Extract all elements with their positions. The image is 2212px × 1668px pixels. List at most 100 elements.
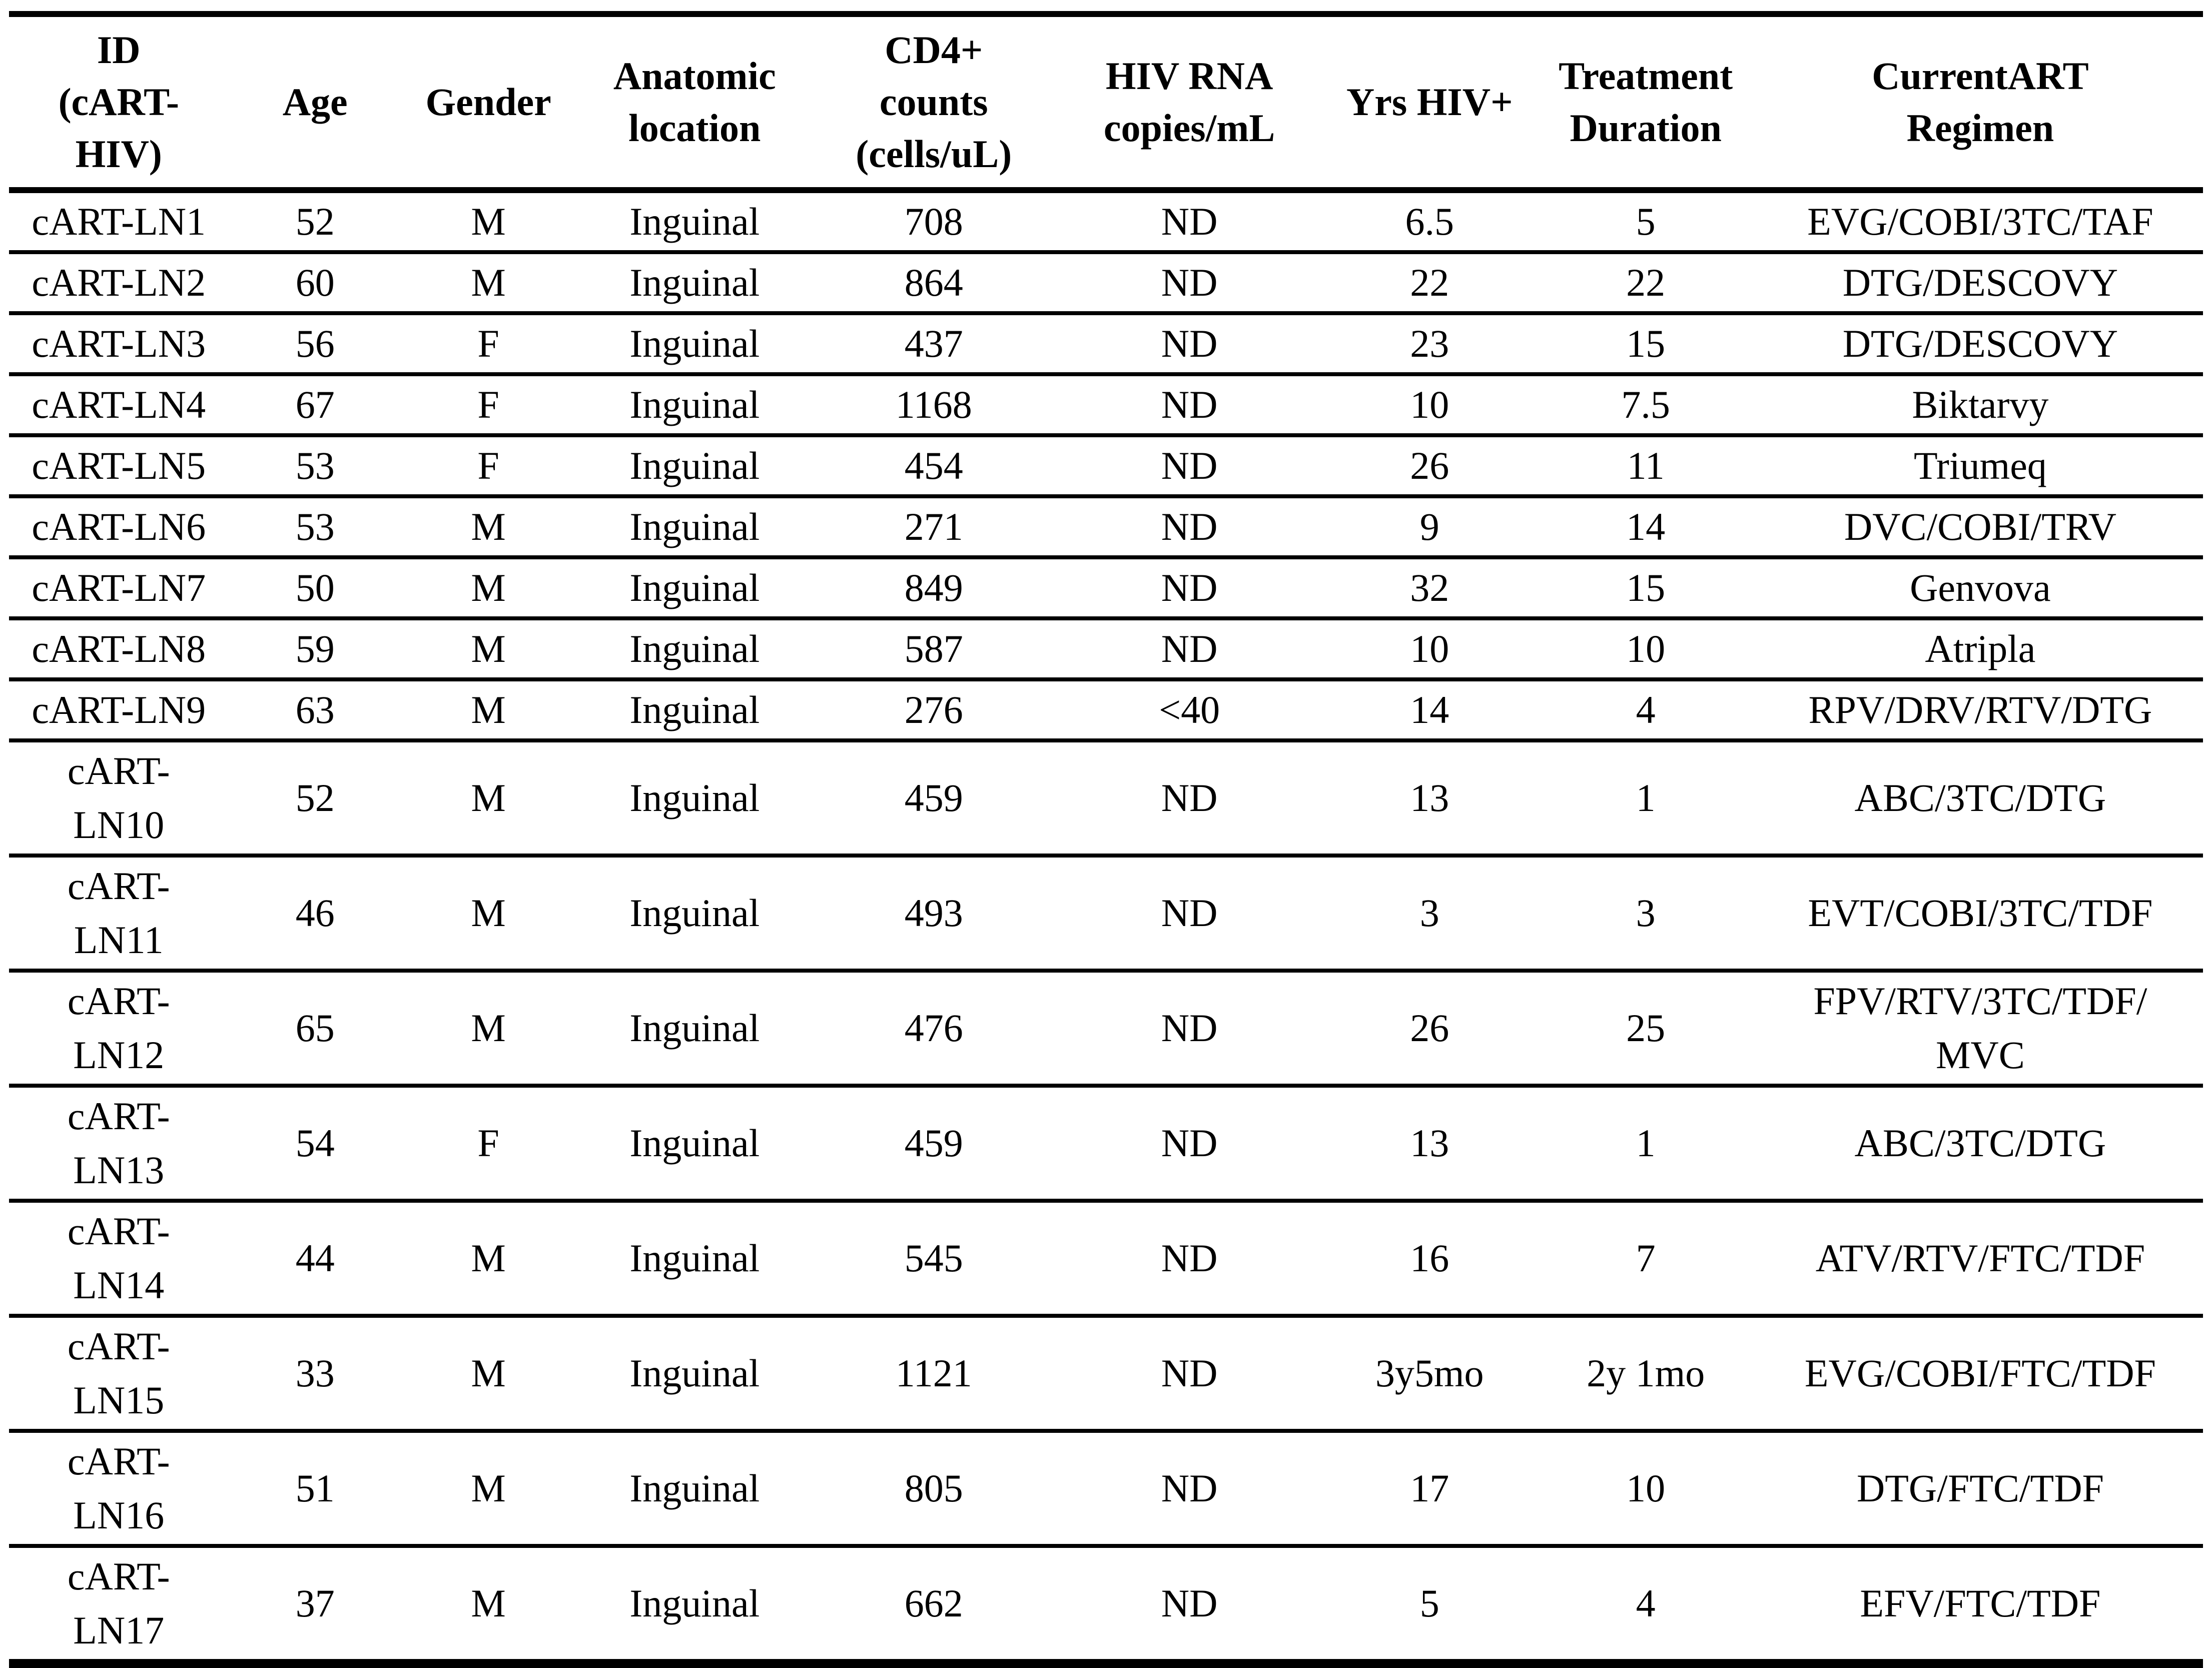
cell-age: 59 — [228, 616, 402, 679]
column-header-regimen: CurrentART Regimen — [1757, 14, 2203, 193]
cell-regimen: EFV/FTC/TDF — [1757, 1544, 2203, 1663]
cell-id: cART-LN3 — [9, 311, 229, 374]
cell-cd4: 587 — [814, 616, 1054, 679]
cell-cd4: 459 — [814, 1084, 1054, 1201]
cell-gender: M — [401, 1314, 575, 1431]
cell-treatment_duration: 5 — [1636, 200, 1656, 243]
cell-age: 33 — [228, 1314, 402, 1431]
cell-treatment_duration: 25 — [1534, 969, 1758, 1086]
cell-yrs_hiv: 3y5mo — [1325, 1314, 1534, 1431]
cell-location: Inguinal — [575, 1544, 815, 1663]
cell-hiv_rna: ND — [1053, 1084, 1325, 1201]
table-row: cART-LN3 56 F Inguinal 437 ND 23 15 DTG/DESCOVY — [9, 311, 2203, 374]
cell-treatment_duration: 1 — [1534, 1084, 1758, 1201]
cell-hiv_rna: ND — [1053, 969, 1325, 1086]
cell-location: Inguinal — [575, 250, 815, 313]
cell-hiv_rna: ND — [1053, 311, 1325, 374]
cell-age: 53 — [228, 494, 402, 557]
cell-cd4: 271 — [814, 494, 1054, 557]
cell-gender: M — [401, 494, 575, 557]
cell-regimen: ABC/3TC/DTG — [1757, 1084, 2203, 1201]
table-row: cART-LN9 63 M Inguinal 276 <40 14 4 RPV/DRV/RTV/… — [9, 677, 2203, 740]
cell-id: cART- LN11 — [9, 854, 229, 971]
cell-location: Inguinal — [575, 677, 815, 740]
cell-yrs_hiv: 10 — [1325, 616, 1534, 679]
cell-gender: F — [401, 311, 575, 374]
cell-treatment_duration: 7 — [1534, 1199, 1758, 1316]
cell-location: Inguinal — [575, 616, 815, 679]
cell-treatment_duration: 15 — [1534, 555, 1758, 618]
table-row: cART- LN17 37 M Inguinal 662 ND 5 4 EFV/FTC/TDF — [9, 1544, 2203, 1663]
cell-yrs_hiv: 9 — [1325, 494, 1534, 557]
cell-age: 63 — [228, 677, 402, 740]
cell-regimen: EVG/COBI/3TC/TAF — [1807, 200, 2153, 243]
cell-id: cART- LN10 — [9, 738, 229, 856]
column-header-cd4-counts: CD4+ counts (cells/uL) — [814, 14, 1054, 193]
cell-treatment_duration: 4 — [1534, 1544, 1758, 1663]
cell-yrs_hiv: 13 — [1325, 1084, 1534, 1201]
cell-location: Inguinal — [575, 555, 815, 618]
cell-hiv_rna: ND — [1053, 616, 1325, 679]
cell-treatment_duration: 2y 1mo — [1534, 1314, 1758, 1431]
table-row: cART- LN16 51 M Inguinal 805 ND 17 10 DTG/FTC/TD… — [9, 1429, 2203, 1546]
cell-gender: F — [401, 1084, 575, 1201]
cell-yrs_hiv: 23 — [1325, 311, 1534, 374]
cell-regimen: Genvova — [1757, 555, 2203, 618]
cell-hiv_rna: ND — [1053, 250, 1325, 313]
cell-treatment_duration: 4 — [1534, 677, 1758, 740]
cell-gender: M — [401, 677, 575, 740]
table-row: cART-LN2 60 M Inguinal 864 ND 22 22 DTG/DESCOVY — [9, 250, 2203, 313]
cell-yrs_hiv: 22 — [1325, 250, 1534, 313]
cell-cd4: 454 — [814, 433, 1054, 496]
table-row: cART-LN4 67 F Inguinal 1168 ND 10 7.5 Biktarvy — [9, 372, 2203, 435]
cell-location: Inguinal — [575, 1084, 815, 1201]
cell-location: Inguinal — [575, 433, 815, 496]
table-row: cART- LN14 44 M Inguinal 545 ND 16 7 ATV/RTV/FTC… — [9, 1199, 2203, 1316]
cell-age: 52 — [295, 200, 335, 243]
cell-cd4: 545 — [814, 1199, 1054, 1316]
cell-regimen: DVC/COBI/TRV — [1757, 494, 2203, 557]
cell-cd4: 276 — [814, 677, 1054, 740]
cell-regimen: EVG/COBI/FTC/TDF — [1757, 1314, 2203, 1431]
cell-yrs_hiv: 16 — [1325, 1199, 1534, 1316]
table-row: cART-LN7 50 M Inguinal 849 ND 32 15 Genvova — [9, 555, 2203, 618]
cell-gender: M — [401, 1544, 575, 1663]
table-row: cART-LN8 59 M Inguinal 587 ND 10 10 Atripla — [9, 616, 2203, 679]
cell-id: cART-LN6 — [9, 494, 229, 557]
cell-id: cART-LN5 — [9, 433, 229, 496]
cell-location: Inguinal — [575, 969, 815, 1086]
cell-yrs_hiv: 10 — [1325, 372, 1534, 435]
cell-cd4: 864 — [814, 250, 1054, 313]
cell-age: 44 — [228, 1199, 402, 1316]
cell-yrs_hiv: 26 — [1325, 433, 1534, 496]
cell-treatment_duration: 10 — [1534, 616, 1758, 679]
cell-id: cART-LN7 — [9, 555, 229, 618]
cell-treatment_duration: 11 — [1534, 433, 1758, 496]
cell-yrs_hiv: 3 — [1325, 854, 1534, 971]
cell-yrs_hiv: 6.5 — [1405, 200, 1454, 243]
cell-cd4: 476 — [814, 969, 1054, 1086]
column-header-hiv-rna: HIV RNA copies/mL — [1053, 14, 1325, 193]
column-header-anatomic-location: Anatomic location — [575, 14, 815, 193]
cell-yrs_hiv: 14 — [1325, 677, 1534, 740]
cell-id: cART-LN2 — [9, 250, 229, 313]
cell-id: cART- LN16 — [9, 1429, 229, 1546]
cell-location: Inguinal — [629, 200, 760, 243]
cell-treatment_duration: 3 — [1534, 854, 1758, 971]
cell-gender: M — [401, 616, 575, 679]
cell-hiv_rna: ND — [1053, 1199, 1325, 1316]
table-row: cART- LN12 65 M Inguinal 476 ND 26 25 FPV/RTV/3T… — [9, 969, 2203, 1086]
table-row: cART- LN15 33 M Inguinal 1121 ND 3y5mo 2y 1mo EV… — [9, 1314, 2203, 1431]
cell-cd4: 493 — [814, 854, 1054, 971]
cell-regimen: EVT/COBI/3TC/TDF — [1757, 854, 2203, 971]
cell-hiv_rna: ND — [1053, 555, 1325, 618]
cell-treatment_duration: 15 — [1534, 311, 1758, 374]
cell-regimen: DTG/DESCOVY — [1757, 250, 2203, 313]
cell-hiv_rna: ND — [1053, 854, 1325, 971]
cell-regimen: ATV/RTV/FTC/TDF — [1757, 1199, 2203, 1316]
cell-age: 51 — [228, 1429, 402, 1546]
table-header: ID (cART- HIV) Age Gender Anatomic locat… — [9, 14, 2203, 193]
cell-age: 46 — [228, 854, 402, 971]
cell-hiv_rna: ND — [1053, 433, 1325, 496]
cell-treatment_duration: 1 — [1534, 738, 1758, 856]
